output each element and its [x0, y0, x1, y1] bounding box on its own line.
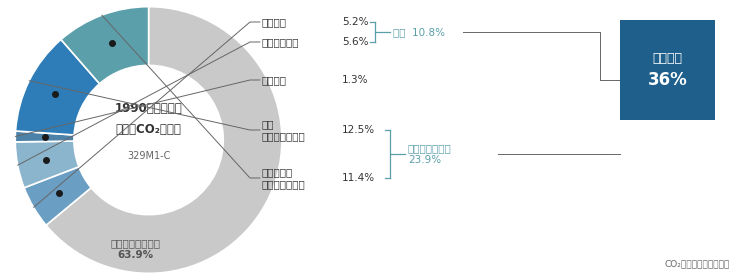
- Wedge shape: [16, 131, 74, 142]
- Text: 12.5%: 12.5%: [342, 125, 375, 135]
- Text: 建設  10.8%: 建設 10.8%: [393, 27, 445, 37]
- Wedge shape: [46, 7, 282, 273]
- Text: 329M1-C: 329M1-C: [127, 151, 170, 161]
- Text: 建物補修: 建物補修: [262, 75, 287, 85]
- Text: 36%: 36%: [648, 71, 687, 89]
- Text: 業務用ビル
運用エネルギー: 業務用ビル 運用エネルギー: [262, 167, 306, 189]
- Text: その他の産業分野
63.9%: その他の産業分野 63.9%: [110, 239, 160, 260]
- Text: 5.2%: 5.2%: [342, 17, 369, 27]
- Bar: [620, 20, 715, 120]
- Wedge shape: [61, 7, 149, 84]
- Text: CO₂排出量（建築関連）: CO₂排出量（建築関連）: [665, 259, 730, 268]
- Text: 業務ビル建設: 業務ビル建設: [262, 37, 299, 47]
- Text: 住宅
運用エネルギー: 住宅 運用エネルギー: [262, 119, 306, 141]
- Text: 1990年における: 1990年における: [114, 102, 183, 115]
- Text: 住宅建設: 住宅建設: [262, 17, 287, 27]
- Text: 11.4%: 11.4%: [342, 173, 375, 183]
- Wedge shape: [16, 39, 100, 135]
- Text: 5.6%: 5.6%: [342, 37, 369, 47]
- Text: 1.3%: 1.3%: [342, 75, 369, 85]
- Text: 日本のCO₂排出量: 日本のCO₂排出量: [116, 123, 181, 136]
- Text: 建築関連: 建築関連: [652, 52, 683, 64]
- Text: 運用エネルギー
23.9%: 運用エネルギー 23.9%: [408, 143, 452, 165]
- Wedge shape: [24, 167, 91, 225]
- Wedge shape: [16, 141, 79, 188]
